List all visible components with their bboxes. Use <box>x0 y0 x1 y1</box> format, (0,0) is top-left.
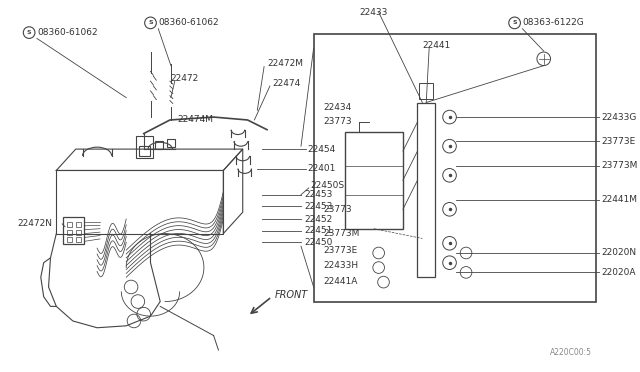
Text: 23773: 23773 <box>323 118 352 126</box>
Bar <box>67 237 72 242</box>
Bar <box>76 237 81 242</box>
Text: 22434: 22434 <box>323 103 351 112</box>
Text: FRONT: FRONT <box>275 290 308 300</box>
Text: 22474M: 22474M <box>178 115 214 125</box>
Text: 22401: 22401 <box>308 164 336 173</box>
Text: 23773E: 23773E <box>323 246 358 254</box>
Bar <box>136 137 154 158</box>
Text: 22441M: 22441M <box>601 195 637 204</box>
Text: S: S <box>512 20 517 25</box>
Text: 22020A: 22020A <box>601 268 636 277</box>
Text: 22472N: 22472N <box>17 219 52 228</box>
Text: 22452: 22452 <box>304 215 332 224</box>
Text: 22454: 22454 <box>308 145 336 154</box>
Text: 23773M: 23773M <box>323 229 360 238</box>
Bar <box>139 146 150 156</box>
Bar <box>76 230 81 235</box>
Text: 22472: 22472 <box>170 74 198 83</box>
Text: 22020N: 22020N <box>601 248 636 257</box>
Text: 22450: 22450 <box>304 238 332 247</box>
Text: 22453: 22453 <box>304 190 332 199</box>
Text: 23773E: 23773E <box>601 137 636 146</box>
Text: A220C00:5: A220C00:5 <box>550 348 592 357</box>
Text: 22451: 22451 <box>304 226 332 235</box>
Text: 08363-6122G: 08363-6122G <box>522 18 584 28</box>
Bar <box>67 230 72 235</box>
Text: 08360-61062: 08360-61062 <box>37 28 97 37</box>
Text: S: S <box>27 30 31 35</box>
Bar <box>419 83 433 99</box>
Text: 22474: 22474 <box>272 78 300 87</box>
Text: 22433: 22433 <box>359 8 388 17</box>
Bar <box>76 222 81 227</box>
Text: 22433G: 22433G <box>601 113 636 122</box>
Text: S: S <box>148 20 153 25</box>
Text: 08360-61062: 08360-61062 <box>158 18 219 28</box>
Bar <box>314 33 596 302</box>
Bar <box>417 103 435 277</box>
Bar <box>67 222 72 227</box>
Bar <box>156 141 163 149</box>
Bar <box>63 217 84 244</box>
Text: 22472M: 22472M <box>267 59 303 68</box>
Text: 22441A: 22441A <box>323 277 358 286</box>
Text: 22441: 22441 <box>422 41 451 50</box>
Text: 23773M: 23773M <box>601 161 637 170</box>
Text: 22450S: 22450S <box>310 180 345 189</box>
Text: 22453: 22453 <box>304 202 332 211</box>
Bar <box>345 132 403 229</box>
Text: 23773: 23773 <box>323 205 352 214</box>
Bar <box>167 140 175 147</box>
Text: 22433H: 22433H <box>323 261 358 270</box>
